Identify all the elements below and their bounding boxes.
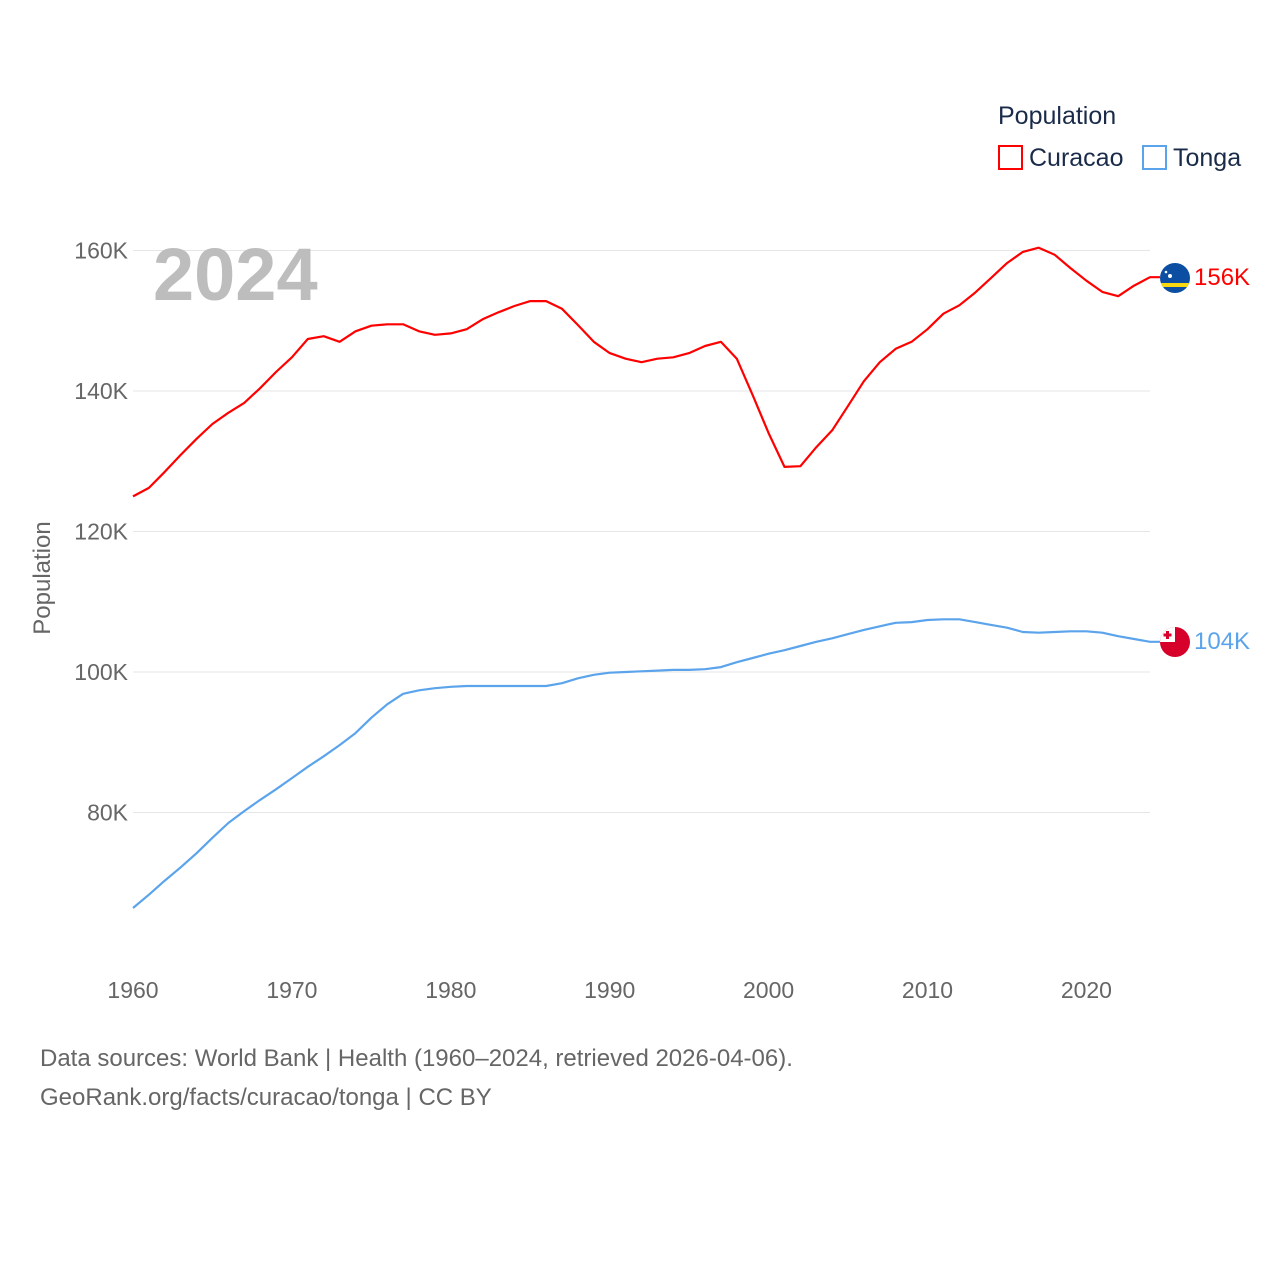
footer-link[interactable]: GeoRank.org/facts/curacao/tonga | CC BY	[40, 1084, 492, 1111]
y-tick-label: 140K	[74, 378, 128, 404]
legend-item-tonga[interactable]: Tonga	[1142, 144, 1241, 172]
y-tick-label: 160K	[74, 238, 128, 264]
end-label-tonga: 104K	[1194, 628, 1250, 655]
x-tick-label: 1980	[425, 977, 476, 1003]
legend-label-curacao: Curacao	[1029, 144, 1124, 172]
legend-item-curacao[interactable]: Curacao	[998, 144, 1124, 172]
x-tick-label: 1990	[584, 977, 635, 1003]
year-watermark: 2024	[153, 233, 318, 316]
legend-label-tonga: Tonga	[1173, 144, 1241, 172]
y-axis-label: Population	[29, 521, 56, 634]
y-tick-label: 80K	[87, 800, 129, 826]
series-line-curacao	[132, 246, 1160, 498]
tonga-flag-icon	[1160, 627, 1190, 657]
curacao-flag-icon	[1160, 263, 1190, 293]
y-tick-label: 120K	[74, 519, 128, 545]
x-tick-label: 2010	[902, 977, 953, 1003]
end-label-curacao: 156K	[1194, 264, 1250, 291]
series-line-tonga	[132, 618, 1160, 909]
footer-sources: Data sources: World Bank | Health (1960–…	[40, 1045, 793, 1072]
legend-swatch-tonga	[1142, 145, 1167, 170]
y-tick-label: 100K	[74, 659, 128, 685]
legend-swatch-curacao	[998, 145, 1023, 170]
x-tick-label: 1960	[107, 977, 158, 1003]
x-tick-label: 2000	[743, 977, 794, 1003]
legend-title: Population	[998, 102, 1116, 130]
x-tick-label: 2020	[1061, 977, 1112, 1003]
x-tick-label: 1970	[266, 977, 317, 1003]
